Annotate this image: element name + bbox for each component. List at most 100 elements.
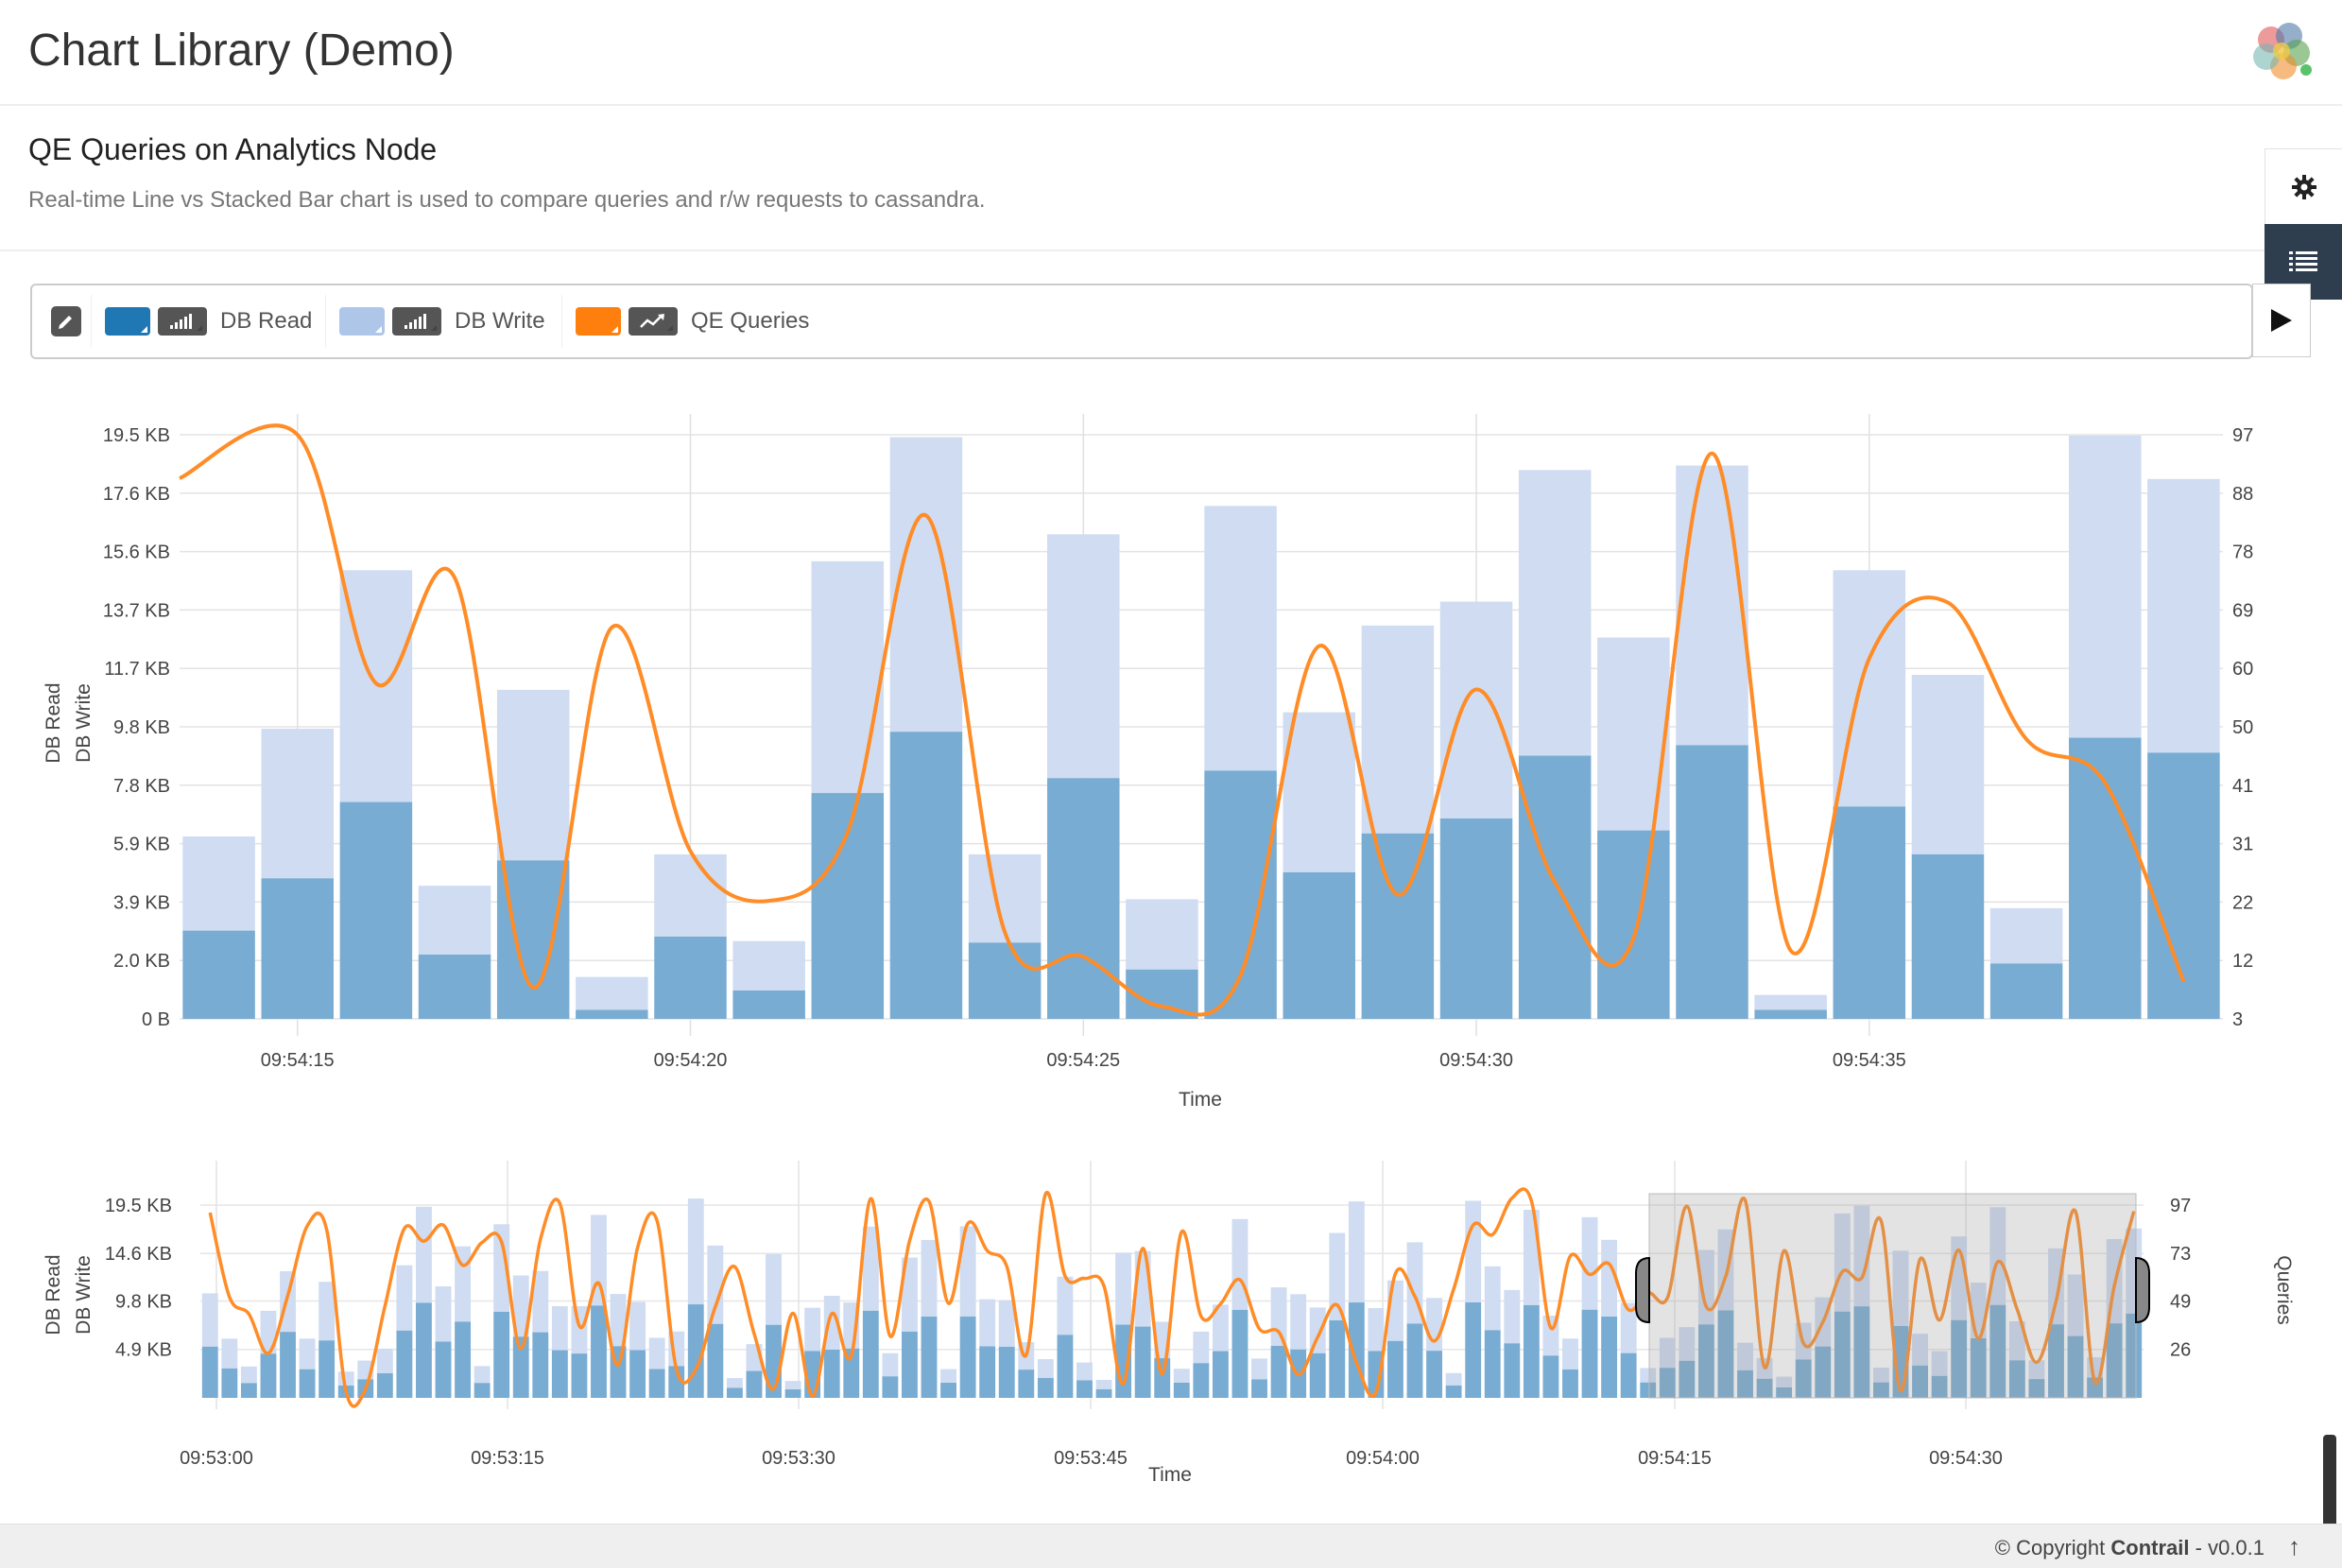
page-title: QE Queries on Analytics Node — [28, 132, 438, 166]
db-read-bar[interactable] — [576, 1009, 648, 1019]
db-read-swatch[interactable] — [105, 307, 150, 336]
y2-tick-label: 41 — [2232, 776, 2253, 797]
brush-handle-right[interactable] — [2135, 1256, 2150, 1324]
overview-read-bar — [959, 1316, 976, 1398]
db-read-bar[interactable] — [811, 793, 885, 1019]
overview-read-bar — [940, 1383, 956, 1398]
legend-item-db-write[interactable]: DB Write — [325, 295, 545, 348]
overview-read-bar — [1640, 1382, 1657, 1398]
db-read-bar[interactable] — [1911, 853, 1985, 1019]
brush-selection[interactable] — [1648, 1193, 2137, 1399]
db-read-bar[interactable] — [1833, 806, 1906, 1019]
y2-tick-label: 3 — [2232, 1009, 2243, 1030]
brush-handle-left[interactable] — [1635, 1256, 1650, 1324]
db-write-bar[interactable] — [889, 437, 963, 732]
overview-write-bar — [396, 1265, 413, 1331]
overview-read-bar — [1426, 1351, 1442, 1398]
scroll-top-icon[interactable]: ↑ — [2288, 1532, 2300, 1560]
db-write-swatch[interactable] — [339, 307, 385, 336]
legend-item-qe-queries[interactable]: QE Queries — [561, 295, 809, 348]
db-write-bar[interactable] — [811, 560, 885, 794]
overview-write-bar — [416, 1206, 432, 1303]
bar-chart-icon[interactable] — [158, 307, 207, 336]
overview-write-bar — [201, 1293, 218, 1347]
db-read-bar[interactable] — [654, 936, 727, 1019]
db-read-bar[interactable] — [1361, 833, 1435, 1019]
overview-write-bar — [221, 1338, 238, 1369]
db-write-bar[interactable] — [2147, 478, 2220, 753]
y2-tick-label: 50 — [2232, 717, 2253, 738]
qe-queries-swatch[interactable] — [576, 307, 621, 336]
db-write-bar[interactable] — [1989, 907, 2063, 964]
edit-button[interactable] — [51, 306, 81, 336]
play-button[interactable] — [2252, 284, 2311, 357]
db-read-bar[interactable] — [732, 990, 805, 1019]
settings-button[interactable] — [2265, 148, 2342, 226]
db-read-bar[interactable] — [1204, 770, 1277, 1019]
db-read-bar[interactable] — [2147, 752, 2220, 1019]
db-write-bar[interactable] — [1911, 675, 1985, 854]
db-write-bar[interactable] — [2069, 435, 2142, 738]
overview-read-bar — [1368, 1351, 1385, 1398]
overview-read-bar — [571, 1353, 588, 1398]
db-read-bar[interactable] — [339, 801, 413, 1019]
db-read-bar[interactable] — [889, 732, 963, 1019]
overview-read-bar — [1581, 1309, 1598, 1398]
x-tick-label: 09:54:25 — [1046, 1050, 1120, 1071]
gear-icon — [2292, 175, 2316, 199]
db-read-bar[interactable] — [496, 860, 570, 1019]
db-write-bar[interactable] — [1361, 625, 1435, 834]
x-tick-label: 09:54:30 — [1439, 1050, 1513, 1071]
db-read-bar[interactable] — [968, 942, 1042, 1019]
overview-read-bar — [1193, 1363, 1210, 1398]
db-read-bar[interactable] — [261, 878, 334, 1019]
line-chart-icon[interactable] — [629, 307, 678, 336]
overview-read-bar — [1037, 1377, 1054, 1398]
db-write-bar[interactable] — [1047, 534, 1120, 779]
db-write-bar[interactable] — [496, 689, 570, 861]
db-read-bar[interactable] — [1676, 745, 1748, 1019]
overview-write-bar — [902, 1257, 918, 1332]
chart-legend: DB Read DB Write QE Queries — [30, 284, 2253, 359]
overview-read-bar — [668, 1366, 685, 1398]
db-write-bar[interactable] — [1833, 570, 1906, 807]
db-write-bar[interactable] — [261, 729, 334, 879]
overview-read-bar — [843, 1348, 860, 1398]
overview-write-bar — [319, 1282, 336, 1341]
db-write-bar[interactable] — [576, 976, 648, 1010]
overview-read-bar — [1737, 1370, 1753, 1398]
copyright: © Copyright Contrail - v0.0.1 — [1994, 1536, 2265, 1559]
overview-read-bar — [2008, 1360, 2025, 1398]
overview-write-bar — [1368, 1307, 1385, 1352]
legend-item-db-read[interactable]: DB Read — [91, 295, 312, 348]
bar-chart-icon[interactable] — [392, 307, 441, 336]
db-read-bar[interactable] — [182, 930, 255, 1019]
overview-read-bar — [1912, 1365, 1928, 1398]
scrollbar[interactable] — [2323, 1435, 2336, 1533]
db-read-bar[interactable] — [1283, 871, 1355, 1019]
overview-queries-line — [208, 1187, 2136, 1408]
db-write-bar[interactable] — [339, 570, 413, 802]
db-read-bar[interactable] — [1754, 1009, 1827, 1019]
db-read-bar[interactable] — [1597, 830, 1670, 1019]
x-tick-label: 09:54:15 — [261, 1050, 335, 1071]
db-write-bar[interactable] — [1518, 470, 1592, 756]
db-read-bar[interactable] — [1518, 755, 1592, 1019]
db-write-bar[interactable] — [1439, 601, 1513, 818]
overview-read-bar — [396, 1330, 413, 1398]
db-write-bar[interactable] — [182, 836, 255, 931]
db-read-bar[interactable] — [418, 954, 491, 1019]
db-write-bar[interactable] — [1754, 994, 1827, 1010]
db-write-bar[interactable] — [418, 886, 491, 955]
db-write-bar[interactable] — [1676, 465, 1748, 746]
overview-read-bar — [1309, 1353, 1326, 1398]
db-write-bar[interactable] — [732, 940, 805, 991]
db-write-bar[interactable] — [1204, 506, 1277, 771]
db-read-bar[interactable] — [1439, 818, 1513, 1019]
db-read-bar[interactable] — [1047, 778, 1120, 1019]
overview-write-bar — [1037, 1359, 1054, 1378]
db-write-bar[interactable] — [1126, 899, 1198, 970]
db-write-bar[interactable] — [654, 853, 727, 937]
db-read-bar[interactable] — [1989, 963, 2063, 1019]
db-write-bar[interactable] — [1283, 712, 1355, 872]
